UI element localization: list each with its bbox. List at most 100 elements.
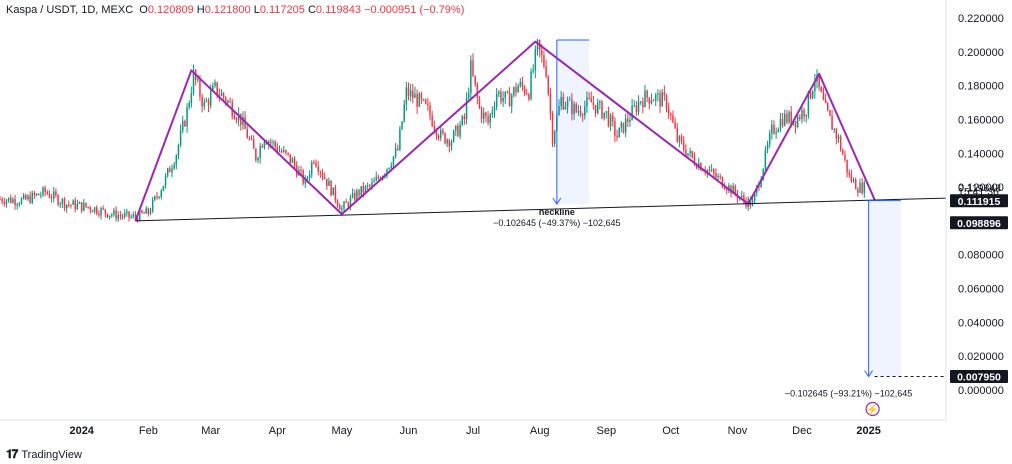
candle-body xyxy=(3,202,6,205)
candle-body xyxy=(614,121,616,136)
candle-body xyxy=(341,208,343,210)
candle-body xyxy=(111,214,113,216)
candle-body xyxy=(515,87,517,93)
candle-body xyxy=(55,191,57,196)
candle-body xyxy=(715,173,717,178)
candle-body xyxy=(433,126,436,130)
candle-body xyxy=(818,74,820,88)
candle-body xyxy=(534,49,537,71)
candle-body xyxy=(498,91,500,95)
candle-body xyxy=(854,179,857,190)
candle-body xyxy=(89,207,92,211)
candle-body xyxy=(543,55,545,67)
candle-body xyxy=(375,176,378,181)
candle-body xyxy=(693,157,696,165)
candle-body xyxy=(369,185,371,187)
candle-body xyxy=(618,127,620,138)
candle-body xyxy=(670,113,672,116)
candle-body xyxy=(786,113,788,123)
candle-body xyxy=(420,93,423,100)
candle-body xyxy=(356,190,358,200)
candle-body xyxy=(521,81,524,87)
candle-body xyxy=(102,208,104,210)
candle-body xyxy=(848,172,851,175)
y-tick-label: 0.120000 xyxy=(958,182,1004,194)
candle-body xyxy=(121,215,124,217)
candle-body xyxy=(252,139,255,149)
candle-body xyxy=(224,97,227,103)
candle-body xyxy=(541,49,543,56)
candle-body xyxy=(78,202,81,204)
candle-body xyxy=(227,100,229,103)
candle-body xyxy=(616,135,618,138)
candle-body xyxy=(160,190,163,197)
pattern-zigzag xyxy=(134,40,876,222)
high-label: H xyxy=(196,4,205,16)
candle-body xyxy=(517,85,519,93)
candle-body xyxy=(276,146,279,152)
candle-body xyxy=(723,187,726,190)
candle-body xyxy=(532,70,534,72)
candle-body xyxy=(366,185,369,187)
candle-body xyxy=(59,203,61,205)
candle-body xyxy=(364,185,367,193)
x-tick-label: Aug xyxy=(530,425,550,437)
candle-body xyxy=(306,178,309,180)
candle-body xyxy=(461,116,464,125)
measure-top-arrow-icon xyxy=(552,197,562,205)
candle-body xyxy=(519,81,522,86)
candle-body xyxy=(222,93,225,98)
candle-body xyxy=(201,96,203,107)
x-tick-label: 2024 xyxy=(69,425,94,437)
candle-body xyxy=(188,103,190,108)
y-tick-label: 0.020000 xyxy=(958,351,1004,363)
candle-body xyxy=(166,168,169,176)
candle-body xyxy=(728,185,730,191)
open-value: 0.120809 xyxy=(147,4,194,16)
candle-body xyxy=(353,192,356,200)
candle-body xyxy=(429,105,431,116)
candle-body xyxy=(551,113,554,144)
y-tick-label: 0.180000 xyxy=(958,81,1004,93)
candle-body xyxy=(184,120,186,127)
open-label: O xyxy=(139,4,148,16)
candle-body xyxy=(678,136,681,142)
candle-body xyxy=(345,201,347,203)
candle-body xyxy=(650,100,653,104)
candle-body xyxy=(50,197,53,199)
candle-body xyxy=(674,122,676,129)
candle-body xyxy=(627,118,629,122)
neckline-price-label: 0.111915 xyxy=(958,196,1001,208)
candle-body xyxy=(246,128,249,139)
candle-body xyxy=(171,168,173,173)
candle-body xyxy=(493,106,496,112)
candle-body xyxy=(530,71,532,100)
candle-body xyxy=(455,125,457,131)
candle-body xyxy=(599,101,601,104)
candle-body xyxy=(459,124,461,137)
candle-body xyxy=(52,191,55,199)
candle-body xyxy=(20,198,23,204)
candle-body xyxy=(859,182,861,193)
candle-body xyxy=(568,99,571,101)
candle-body xyxy=(280,150,283,153)
candle-body xyxy=(158,196,160,198)
candle-body xyxy=(98,213,100,216)
candle-body xyxy=(667,108,670,114)
candle-body xyxy=(768,133,771,145)
candle-body xyxy=(181,120,184,131)
candle-body xyxy=(149,211,152,214)
candle-body xyxy=(809,91,812,99)
candle-body xyxy=(435,129,438,136)
candle-body xyxy=(861,182,863,194)
candle-body xyxy=(740,195,743,198)
candle-body xyxy=(439,130,442,139)
candle-body xyxy=(145,208,147,214)
candle-body xyxy=(837,136,840,139)
candle-body xyxy=(22,195,25,199)
candle-body xyxy=(566,100,569,107)
candle-body xyxy=(685,149,687,156)
candle-body xyxy=(37,193,40,196)
symbol-title: Kaspa / USDT, 1D, MEXC xyxy=(6,4,134,16)
